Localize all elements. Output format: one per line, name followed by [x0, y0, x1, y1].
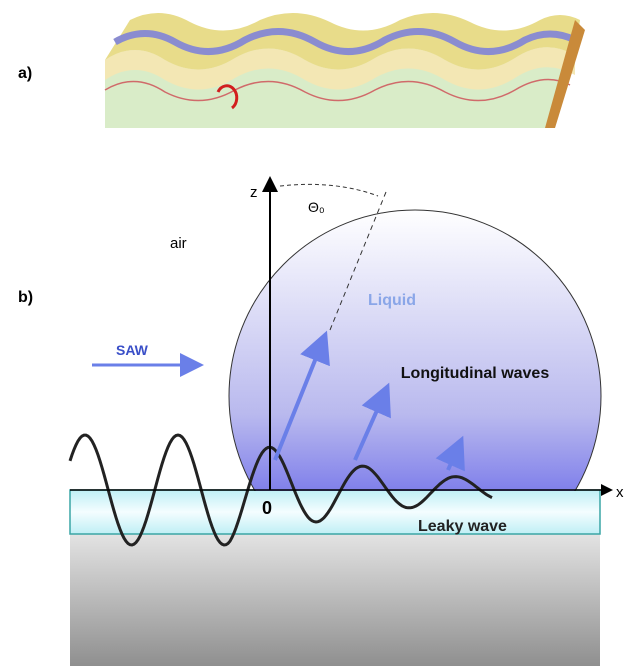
axis-label: x — [616, 484, 624, 501]
longitudinal-box: Longitudinal waves — [400, 362, 550, 422]
liquid-label: Liquid — [368, 292, 416, 309]
axis-label: z — [250, 184, 258, 201]
figure: a) b) z x Θ₀ air Liquid SAW Longitudinal… — [0, 0, 627, 666]
origin-label: 0 — [262, 498, 272, 518]
leaky-label: Leaky wave — [418, 518, 507, 535]
panel-label: b) — [18, 289, 33, 306]
medium-label: air — [170, 235, 187, 252]
saw-label: SAW — [116, 342, 149, 358]
angle-arc — [280, 184, 378, 196]
page: a) b) z x Θ₀ air Liquid SAW Longitudinal… — [0, 0, 627, 671]
panel-label: a) — [18, 65, 32, 82]
angle-label: Θ₀ — [308, 199, 325, 215]
block-3d — [105, 13, 585, 128]
longitudinal-label: Longitudinal waves — [400, 362, 550, 386]
